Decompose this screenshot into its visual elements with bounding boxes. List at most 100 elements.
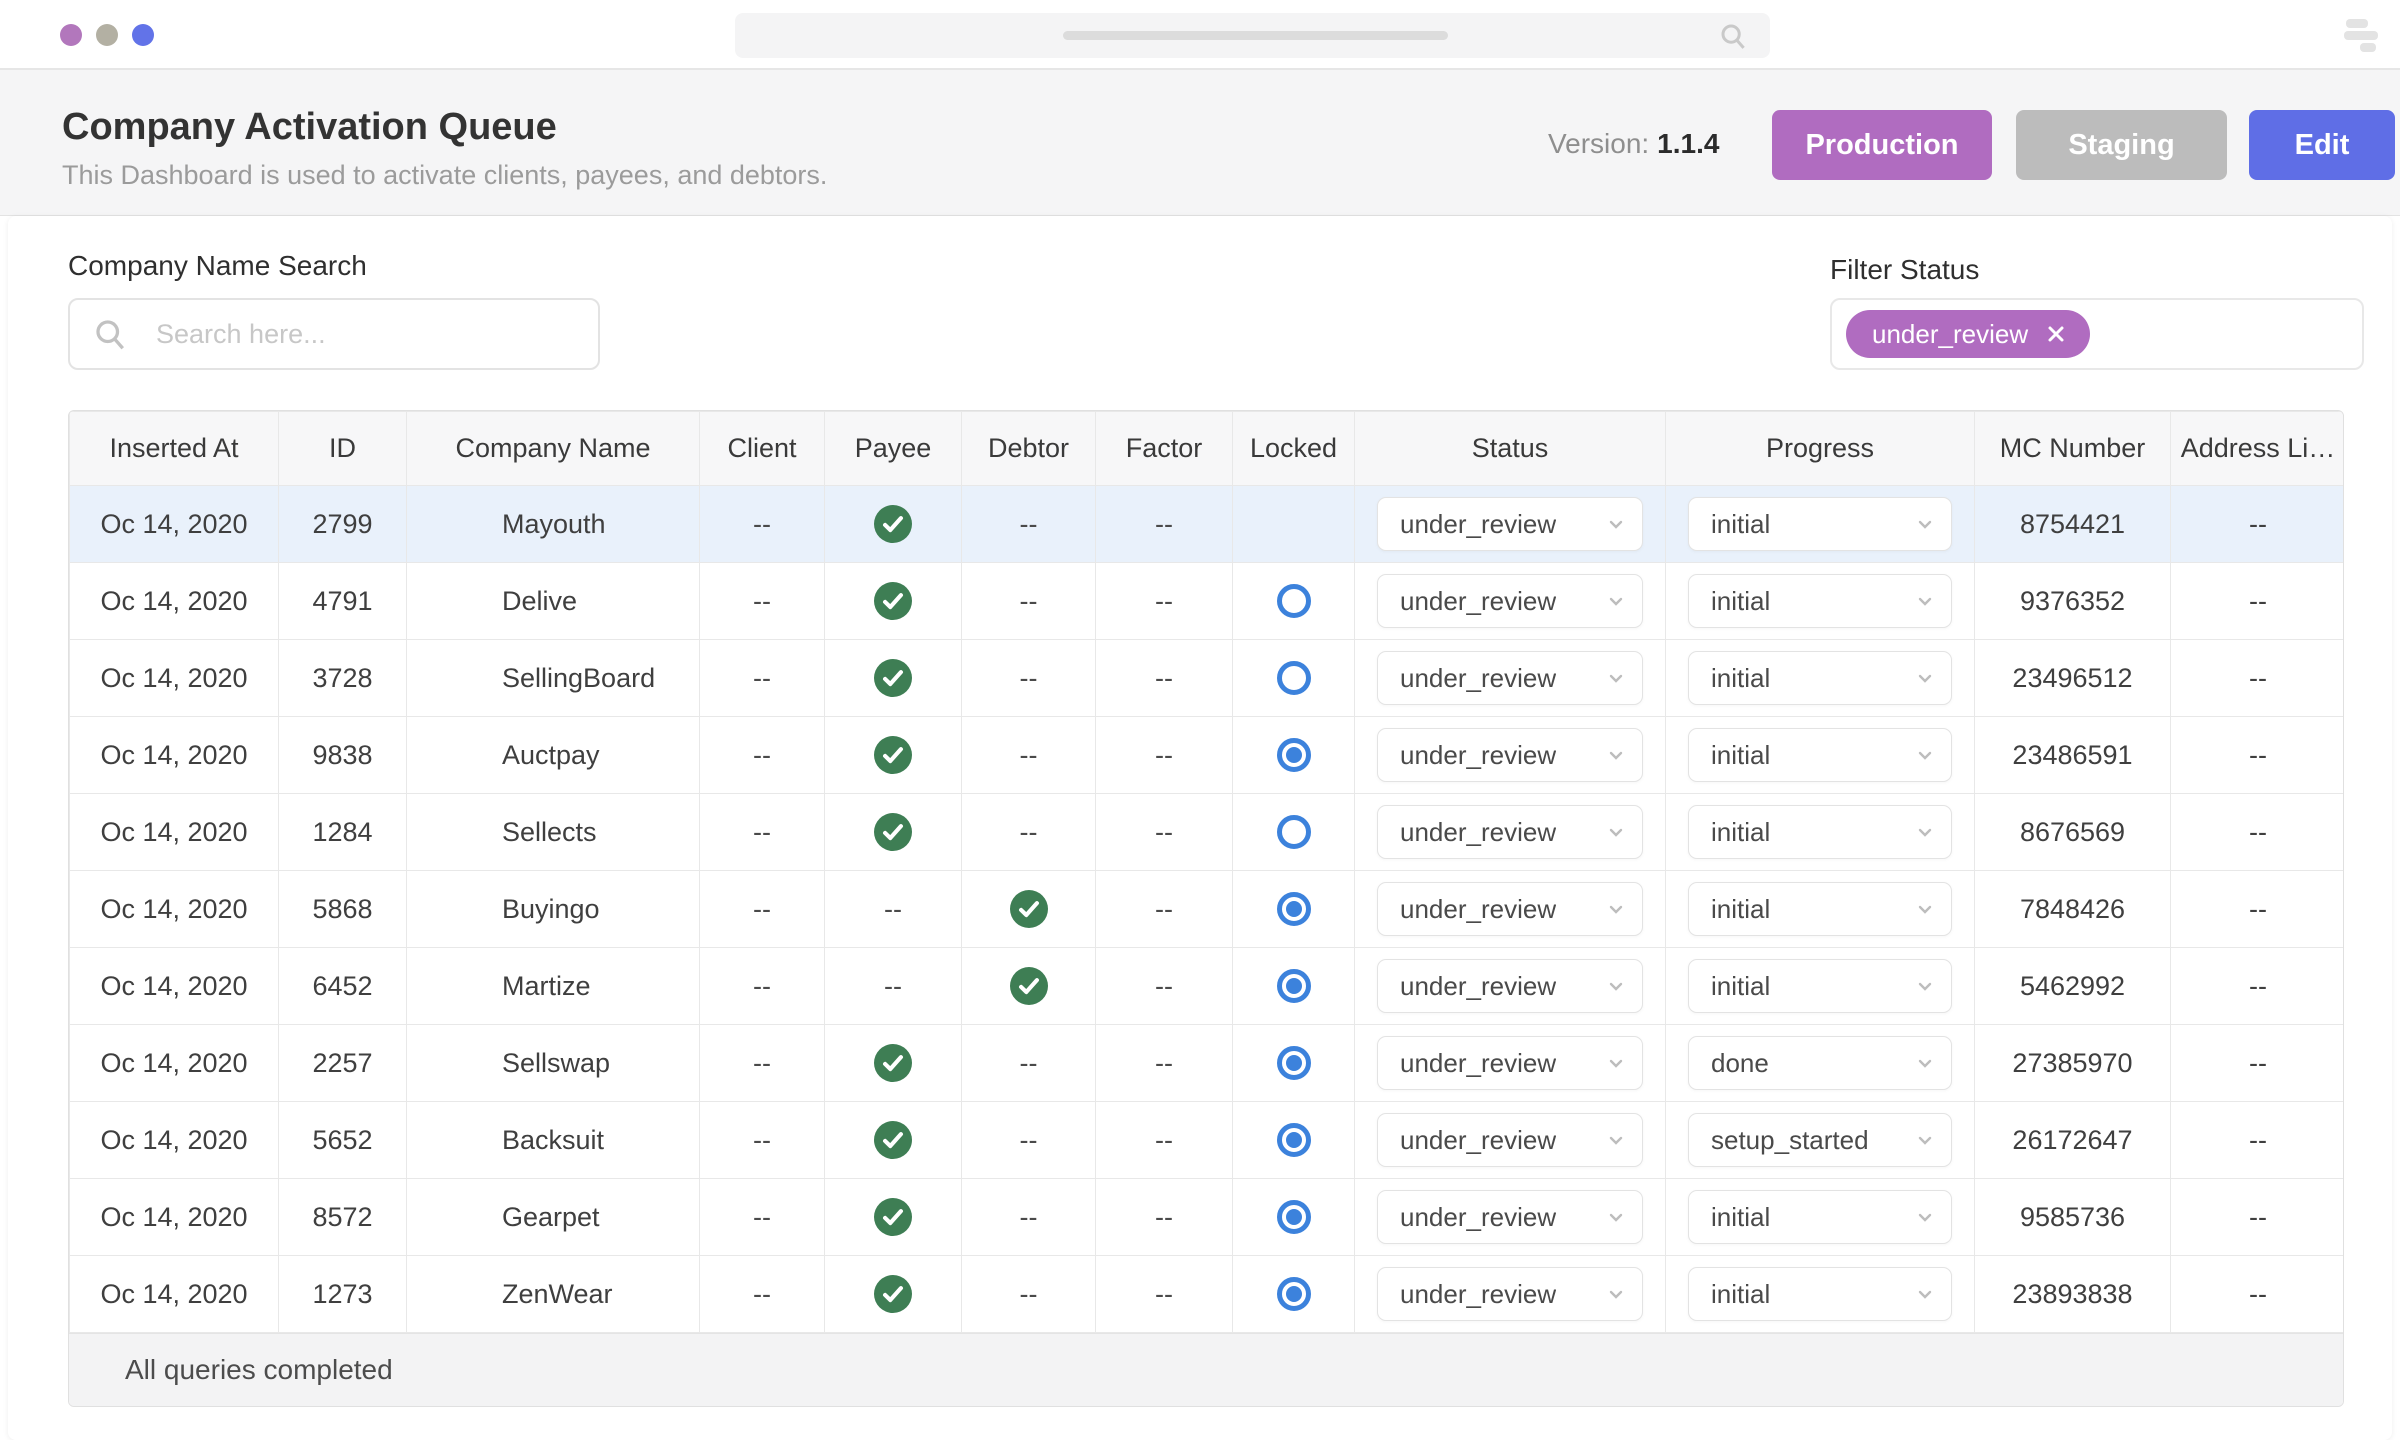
- status-select[interactable]: under_review: [1377, 497, 1643, 551]
- cell-status: under_review: [1354, 1178, 1666, 1256]
- progress-select[interactable]: initial: [1688, 651, 1952, 705]
- production-button[interactable]: Production: [1772, 110, 1992, 180]
- cell-address: --: [2170, 485, 2343, 563]
- dash-placeholder: --: [753, 585, 771, 616]
- progress-select[interactable]: done: [1688, 1036, 1952, 1090]
- dash-placeholder: --: [1019, 1201, 1038, 1232]
- column-header: Factor: [1095, 411, 1233, 486]
- chevron-down-icon: [1918, 1059, 1932, 1068]
- close-icon[interactable]: [2044, 322, 2068, 346]
- radio-filled-icon[interactable]: [1276, 738, 1311, 772]
- radio-filled-icon[interactable]: [1276, 1200, 1311, 1234]
- search-icon: [1718, 21, 1748, 56]
- dash-placeholder: --: [1155, 893, 1173, 924]
- progress-select[interactable]: initial: [1688, 1267, 1952, 1321]
- chevron-down-icon: [1918, 982, 1932, 991]
- window-dot-beige-icon[interactable]: [96, 24, 118, 46]
- cell-locked: [1232, 716, 1355, 794]
- dash-placeholder: --: [1155, 1201, 1173, 1232]
- cell-mc-number: 9585736: [1974, 1178, 2171, 1256]
- dash-placeholder: --: [1155, 1124, 1173, 1155]
- status-select[interactable]: under_review: [1377, 728, 1643, 782]
- cell-status: under_review: [1354, 562, 1666, 640]
- progress-select[interactable]: setup_started: [1688, 1113, 1952, 1167]
- dash-placeholder: --: [884, 893, 902, 924]
- progress-select[interactable]: initial: [1688, 959, 1952, 1013]
- version-text: Version: 1.1.4: [1548, 128, 1719, 160]
- dash-placeholder: --: [753, 1047, 771, 1078]
- progress-select[interactable]: initial: [1688, 1190, 1952, 1244]
- cell-progress: initial: [1665, 716, 1975, 794]
- cell-inserted-at: Oc 14, 2020: [69, 947, 279, 1025]
- filter-status-input[interactable]: under_review: [1830, 298, 2364, 370]
- cell-client: --: [699, 1178, 825, 1256]
- cell-id: 4791: [278, 562, 407, 640]
- cell-status: under_review: [1354, 716, 1666, 794]
- cell-factor: --: [1095, 562, 1233, 640]
- column-header: Locked: [1232, 411, 1355, 486]
- status-select-value: under_review: [1400, 1047, 1557, 1078]
- status-select[interactable]: under_review: [1377, 805, 1643, 859]
- status-select[interactable]: under_review: [1377, 1267, 1643, 1321]
- status-select-value: under_review: [1400, 585, 1557, 616]
- status-select[interactable]: under_review: [1377, 1036, 1643, 1090]
- dash-placeholder: --: [753, 970, 771, 1001]
- radio-unfilled-icon[interactable]: [1276, 661, 1311, 695]
- radio-filled-icon[interactable]: [1276, 1123, 1311, 1157]
- check-circle-icon: [874, 1198, 912, 1236]
- radio-filled-icon[interactable]: [1276, 1277, 1311, 1311]
- status-select-value: under_review: [1400, 893, 1557, 924]
- dash-placeholder: --: [1155, 739, 1173, 770]
- dash-placeholder: --: [1019, 585, 1038, 616]
- menu-icon[interactable]: [2344, 19, 2382, 53]
- status-select[interactable]: under_review: [1377, 1113, 1643, 1167]
- company-search-input[interactable]: [68, 298, 600, 370]
- cell-locked: [1232, 562, 1355, 640]
- table-row: Oc 14, 2020 3728 SellingBoard -- -- -- under_r…: [69, 639, 2343, 717]
- progress-select[interactable]: initial: [1688, 497, 1952, 551]
- progress-select[interactable]: initial: [1688, 805, 1952, 859]
- activation-table: Inserted At ID Company Name Client Payee Debt…: [69, 411, 2343, 1333]
- cell-factor: --: [1095, 716, 1233, 794]
- staging-button[interactable]: Staging: [2016, 110, 2227, 180]
- cell-factor: --: [1095, 1255, 1233, 1333]
- progress-select[interactable]: initial: [1688, 728, 1952, 782]
- status-select-value: under_review: [1400, 508, 1557, 539]
- radio-dot: [1285, 978, 1302, 994]
- window-dot-purple-icon[interactable]: [60, 24, 82, 46]
- dash-placeholder: --: [753, 1124, 771, 1155]
- cell-payee: --: [824, 870, 962, 948]
- progress-select[interactable]: initial: [1688, 882, 1952, 936]
- dash-placeholder: --: [1155, 585, 1173, 616]
- status-select[interactable]: under_review: [1377, 651, 1643, 705]
- address-bar[interactable]: [735, 13, 1770, 58]
- dash-placeholder: --: [1155, 1278, 1173, 1309]
- status-select[interactable]: under_review: [1377, 1190, 1643, 1244]
- cell-status: under_review: [1354, 1024, 1666, 1102]
- cell-locked: [1232, 639, 1355, 717]
- radio-filled-icon[interactable]: [1276, 1046, 1311, 1080]
- cell-mc-number: 23893838: [1974, 1255, 2171, 1333]
- status-select[interactable]: under_review: [1377, 574, 1643, 628]
- cell-payee: [824, 562, 962, 640]
- table-row: Oc 14, 2020 9838 Auctpay -- -- -- under_review…: [69, 716, 2343, 794]
- check-circle-icon: [874, 1275, 912, 1313]
- check-circle-icon: [874, 813, 912, 851]
- window-dot-blue-icon[interactable]: [132, 24, 154, 46]
- cell-progress: initial: [1665, 562, 1975, 640]
- radio-filled-icon[interactable]: [1276, 892, 1311, 926]
- version-label: Version:: [1548, 128, 1650, 159]
- edit-button[interactable]: Edit: [2249, 110, 2395, 180]
- status-select[interactable]: under_review: [1377, 959, 1643, 1013]
- status-select-value: under_review: [1400, 1124, 1557, 1155]
- cell-debtor: --: [961, 1024, 1096, 1102]
- column-header: Company Name: [406, 411, 700, 486]
- progress-select[interactable]: initial: [1688, 574, 1952, 628]
- cell-debtor: --: [961, 1101, 1096, 1179]
- radio-filled-icon[interactable]: [1276, 969, 1311, 1003]
- cell-progress: initial: [1665, 870, 1975, 948]
- status-select[interactable]: under_review: [1377, 882, 1643, 936]
- radio-unfilled-icon[interactable]: [1276, 815, 1311, 849]
- cell-locked: [1232, 1101, 1355, 1179]
- radio-unfilled-icon[interactable]: [1276, 584, 1311, 618]
